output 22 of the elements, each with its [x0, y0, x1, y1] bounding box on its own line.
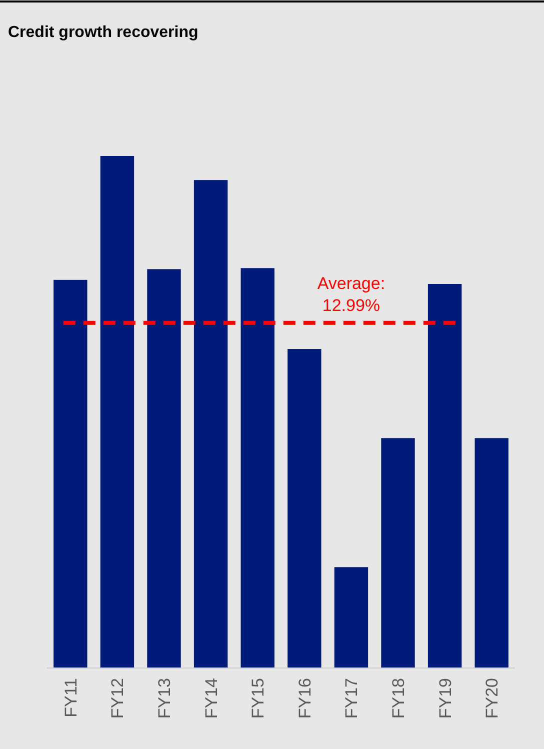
- x-tick-label: FY14: [202, 678, 221, 719]
- x-tick-label: FY16: [295, 678, 314, 719]
- x-tick-label: FY19: [436, 678, 455, 719]
- x-tick-label: FY15: [248, 678, 268, 719]
- x-tick-label: FY11: [61, 678, 80, 718]
- bar: [54, 280, 88, 668]
- bar: [194, 180, 228, 668]
- bar: [100, 156, 134, 668]
- x-tick-label: FY12: [108, 678, 128, 719]
- bar: [240, 268, 274, 668]
- x-tick-label: FY13: [155, 678, 174, 719]
- bar: [428, 284, 462, 668]
- x-tick-label: FY18: [389, 678, 408, 719]
- bar: [288, 349, 322, 668]
- bar: [147, 269, 181, 668]
- bar: [381, 438, 415, 668]
- x-tick-label: FY17: [342, 678, 362, 719]
- bar: [474, 438, 508, 668]
- annotation: Average: 12.99%: [317, 274, 386, 315]
- chart-title: Credit growth recovering: [8, 24, 198, 41]
- bar: [334, 567, 368, 668]
- x-tick-label: FY20: [482, 678, 502, 719]
